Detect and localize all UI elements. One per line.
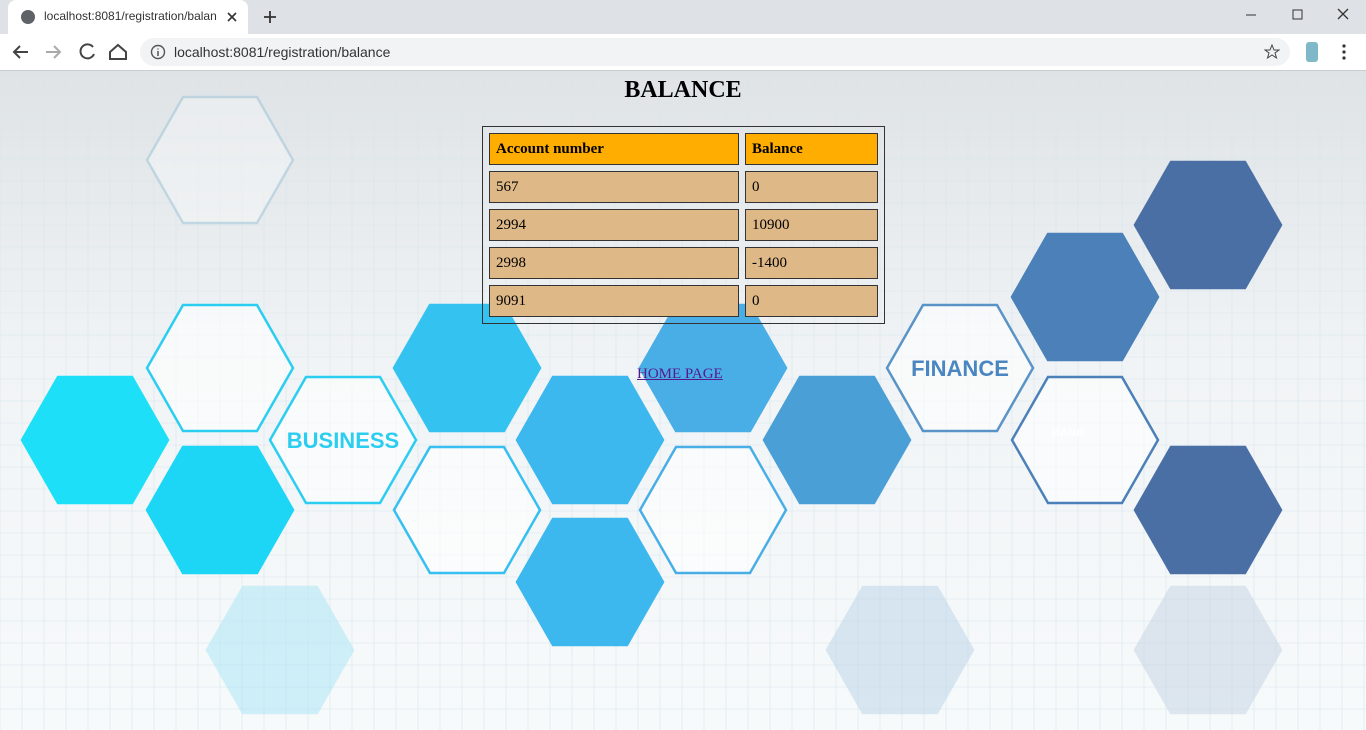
hexagon (638, 445, 788, 575)
hexagon (1133, 160, 1283, 290)
table-body: 567 0 2994 10900 2998 -1400 9091 0 (489, 171, 878, 317)
toolbar: localhost:8081/registration/balance (0, 34, 1366, 71)
column-header: Account number (489, 133, 739, 165)
tab-strip: localhost:8081/registration/balan (0, 0, 1366, 34)
url: localhost:8081/registration/balance (174, 44, 391, 60)
nav-buttons[interactable] (0, 34, 130, 70)
hexagon (145, 95, 295, 225)
hexagon (145, 303, 295, 433)
hexagon (762, 375, 912, 505)
hexagon (515, 375, 665, 505)
balance-table: Account number Balance 567 0 2994 10900 2998-… (482, 126, 885, 324)
tab-close[interactable] (226, 11, 238, 23)
table-cell: -1400 (745, 247, 878, 279)
hexagon (20, 375, 170, 505)
background-label: BUSINESS (287, 428, 399, 453)
background-art: BUSINESS FINANCE BANK (0, 71, 1366, 730)
hexagon (1010, 232, 1160, 362)
hexagon (268, 375, 418, 505)
hexagon (392, 303, 542, 433)
column-header: Balance (745, 133, 878, 165)
table-cell: 9091 (489, 285, 739, 317)
table-cell: 0 (745, 285, 878, 317)
table-row: 567 0 (489, 171, 878, 203)
hexagon (1133, 585, 1283, 715)
table-cell: 2998 (489, 247, 739, 279)
bookmark-star[interactable] (1264, 44, 1280, 60)
table-cell: 567 (489, 171, 739, 203)
header-row: Account number Balance (489, 133, 878, 165)
profile-menu[interactable] (1300, 34, 1360, 70)
table-row: 2994 10900 (489, 209, 878, 241)
page-heading: BALANCE (624, 77, 742, 103)
address-bar[interactable]: localhost:8081/registration/balance (140, 38, 1290, 66)
table-cell: 0 (745, 171, 878, 203)
new-tab[interactable] (262, 9, 278, 25)
tab[interactable]: localhost:8081/registration/balan (8, 0, 248, 34)
hexagon (825, 585, 975, 715)
home-link[interactable]: HOME PAGE (637, 366, 723, 382)
background-label: FINANCE (911, 356, 1009, 381)
hexagon (145, 445, 295, 575)
hexagon (515, 517, 665, 647)
info-icon (150, 44, 166, 60)
hexagon (1010, 375, 1160, 505)
hexagon (392, 445, 542, 575)
table-row: 2998 -1400 (489, 247, 878, 279)
hexagon (205, 585, 355, 715)
table-cell: 2994 (489, 209, 739, 241)
tab-icon (21, 10, 35, 24)
hexagon (885, 303, 1035, 433)
hexagon (1133, 445, 1283, 575)
background-label: BANK (1052, 427, 1084, 439)
window-controls[interactable] (1240, 6, 1360, 26)
table-row: 9091 0 (489, 285, 878, 317)
table-cell: 10900 (745, 209, 878, 241)
page: BUSINESS FINANCE BANK BALANCE Account numb… (0, 71, 1366, 730)
tab-title: localhost:8081/registration/balan (44, 9, 217, 23)
